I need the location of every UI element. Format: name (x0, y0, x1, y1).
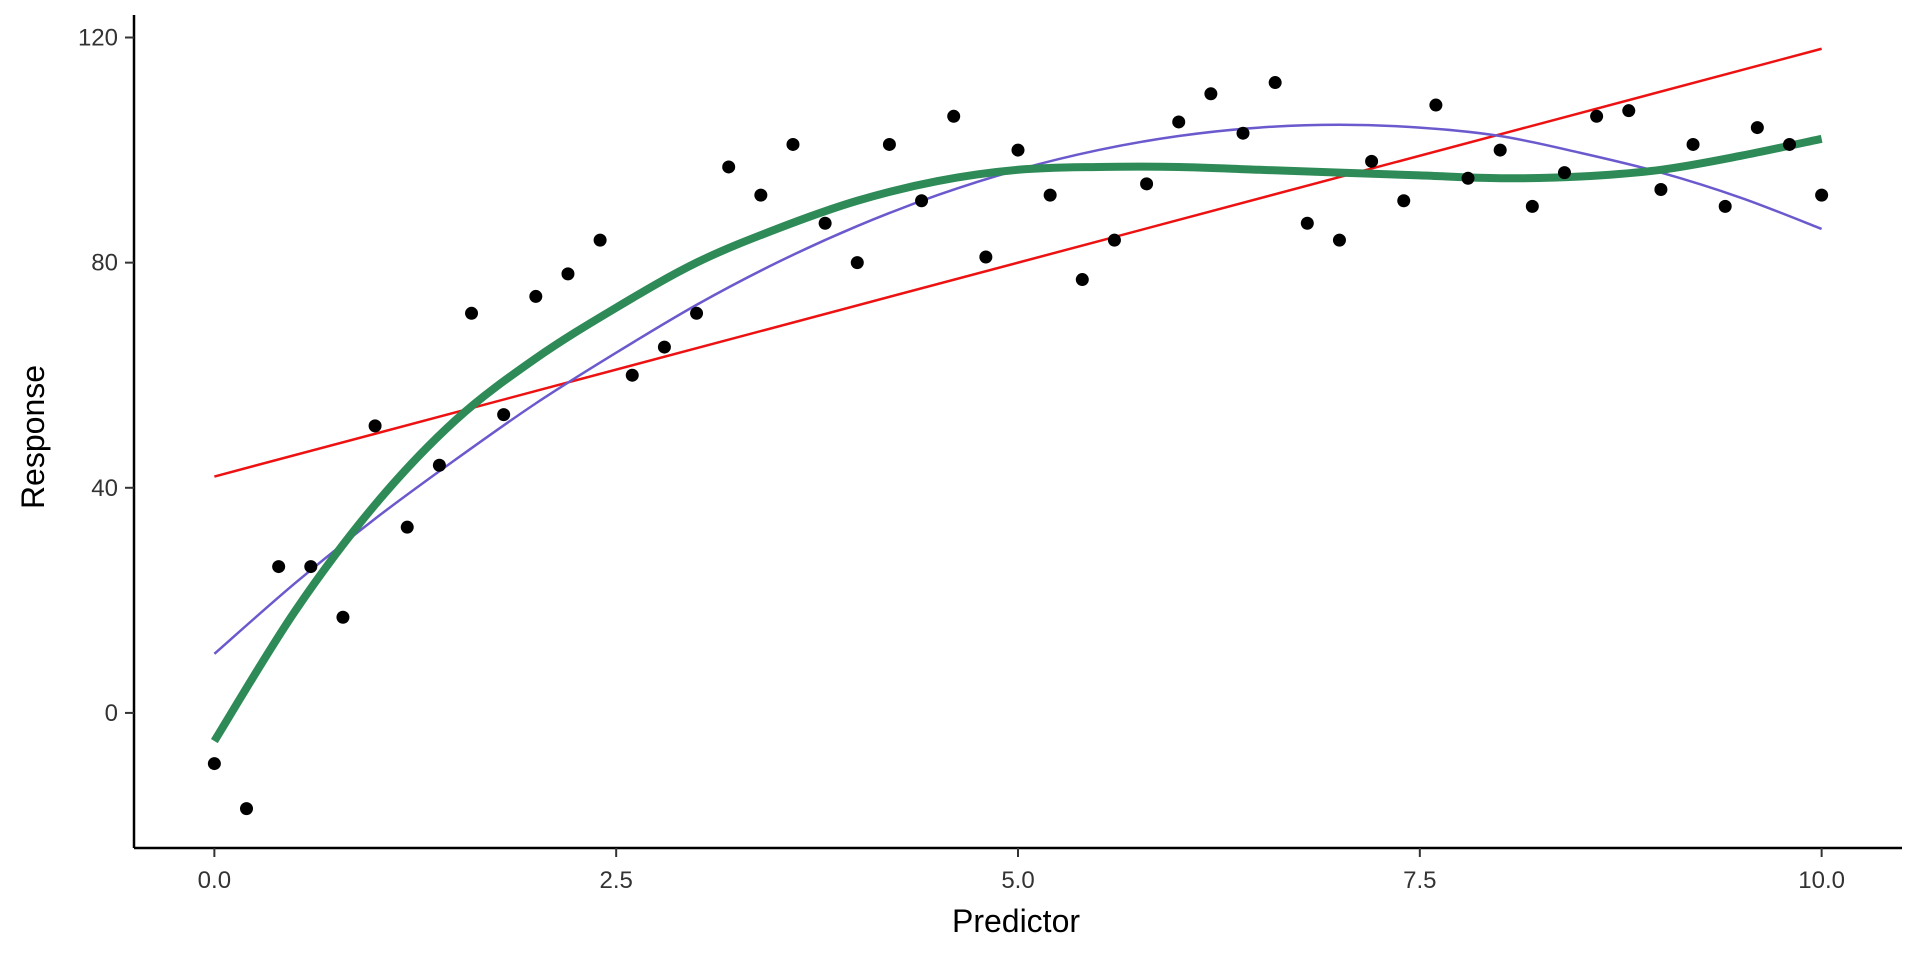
data-point (1107, 233, 1121, 247)
data-point (1268, 76, 1282, 90)
data-point (1204, 87, 1218, 101)
data-point (1397, 194, 1411, 208)
data-point (1815, 188, 1829, 202)
data-point (657, 340, 671, 354)
data-point (593, 233, 607, 247)
data-point (1429, 98, 1443, 112)
data-point (529, 289, 543, 303)
data-point (1654, 182, 1668, 196)
data-point (1493, 143, 1507, 157)
x-tick-label: 5.0 (1001, 867, 1034, 894)
y-tick-label: 40 (91, 475, 118, 502)
data-point (1140, 177, 1154, 191)
data-point (1332, 233, 1346, 247)
data-point (1365, 154, 1379, 168)
data-point (1750, 121, 1764, 135)
data-point (786, 137, 800, 151)
data-point (432, 458, 446, 472)
data-point (754, 188, 768, 202)
data-point (690, 306, 704, 320)
data-points (207, 76, 1829, 816)
data-point (497, 408, 511, 422)
x-axis-ticks: 0.0 2.5 5.0 7.5 10.0 (198, 848, 1845, 894)
data-point (1043, 188, 1057, 202)
data-point (1590, 109, 1604, 123)
data-point (1782, 137, 1796, 151)
x-tick-label: 2.5 (599, 867, 632, 894)
y-axis-title: Response (15, 365, 51, 509)
y-tick-label: 0 (105, 700, 118, 727)
data-point (1300, 216, 1314, 230)
x-tick-label: 7.5 (1403, 867, 1436, 894)
data-point (1557, 166, 1571, 180)
data-point (1172, 115, 1186, 129)
data-point (465, 306, 479, 320)
data-point (240, 802, 254, 816)
polynomial-fit-line (213, 123, 1823, 655)
data-point (1525, 199, 1539, 213)
data-point (1236, 126, 1250, 140)
linear-fit-line (214, 47, 1822, 478)
data-point (915, 194, 929, 208)
x-tick-label: 0.0 (198, 867, 231, 894)
smooth-fit-line (210, 134, 1823, 744)
y-tick-label: 120 (78, 25, 118, 52)
data-point (304, 560, 318, 574)
data-point (272, 560, 286, 574)
data-point (882, 137, 896, 151)
data-point (1075, 273, 1089, 287)
data-point (947, 109, 961, 123)
data-point (979, 250, 993, 264)
data-point (1011, 143, 1025, 157)
data-point (336, 610, 350, 624)
data-point (1622, 104, 1636, 118)
fit-lines (210, 47, 1823, 744)
x-tick-label: 10.0 (1798, 867, 1845, 894)
y-axis-ticks: 0 40 80 120 (78, 25, 134, 727)
data-point (850, 256, 864, 270)
data-point (1718, 199, 1732, 213)
data-point (625, 368, 639, 382)
data-point (1686, 137, 1700, 151)
data-point (207, 757, 221, 771)
data-point (561, 267, 575, 281)
data-point (368, 419, 382, 433)
x-axis-title: Predictor (952, 903, 1080, 939)
data-point (722, 160, 736, 174)
data-point (1461, 171, 1475, 185)
data-point (400, 520, 414, 534)
y-tick-label: 80 (91, 250, 118, 277)
data-point (818, 216, 832, 230)
